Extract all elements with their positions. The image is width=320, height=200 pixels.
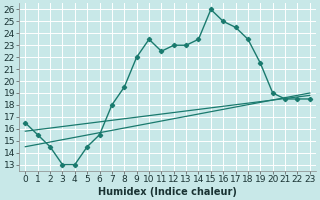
X-axis label: Humidex (Indice chaleur): Humidex (Indice chaleur) xyxy=(98,187,237,197)
